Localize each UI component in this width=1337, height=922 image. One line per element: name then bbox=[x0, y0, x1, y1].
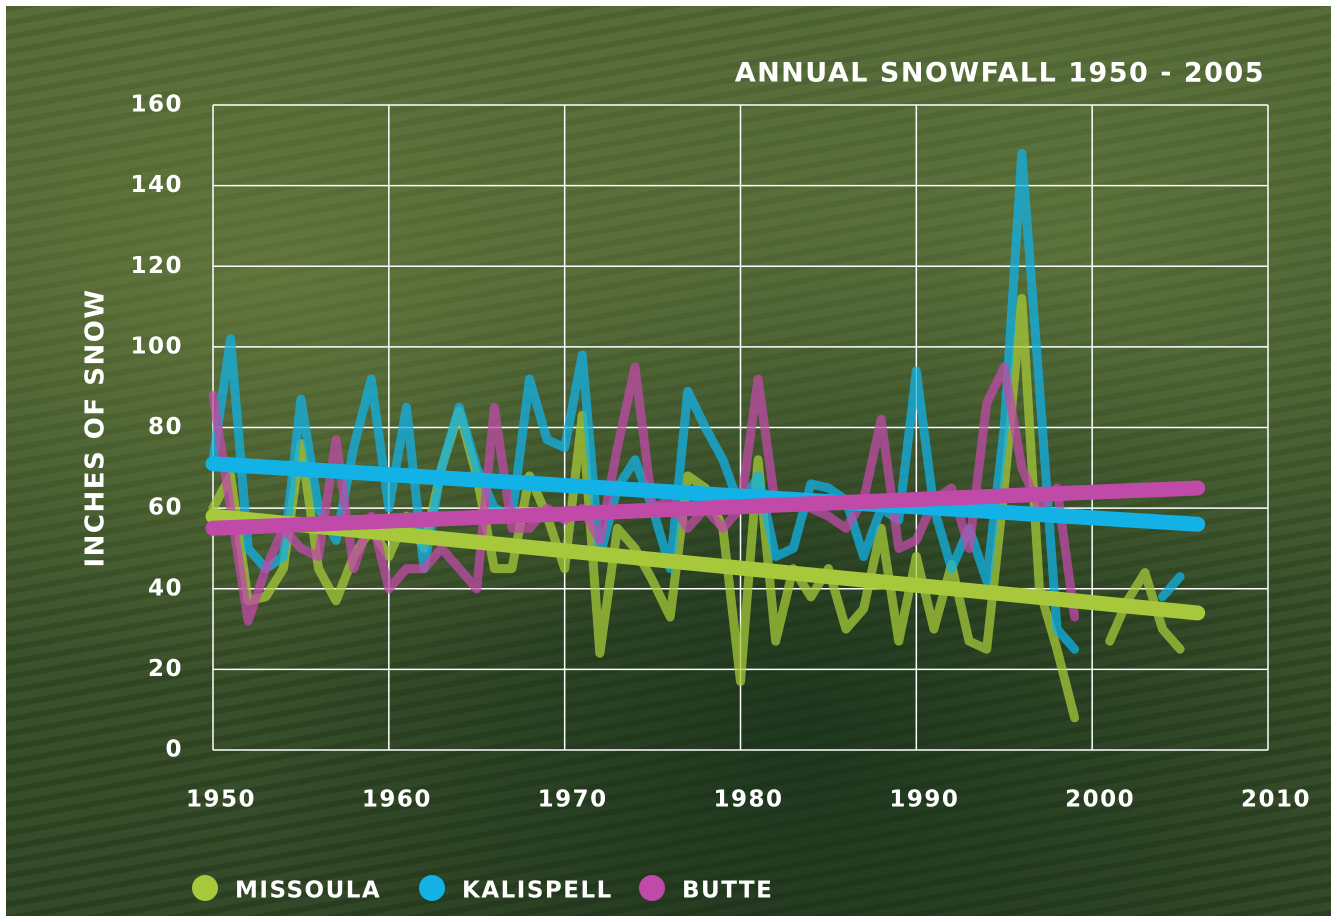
y-tick-label: 0 bbox=[165, 737, 183, 763]
y-tick-label: 80 bbox=[148, 414, 183, 440]
chart-title: ANNUAL SNOWFALL 1950 - 2005 bbox=[735, 58, 1265, 89]
y-tick-label: 20 bbox=[148, 656, 183, 682]
x-tick-label: 1980 bbox=[713, 787, 783, 813]
y-tick-label: 160 bbox=[130, 92, 183, 118]
x-tick-label: 2010 bbox=[1241, 787, 1311, 813]
y-tick-label: 40 bbox=[148, 575, 183, 601]
x-tick-label: 2000 bbox=[1065, 787, 1135, 813]
y-tick-label: 140 bbox=[130, 172, 183, 198]
y-tick-label: 100 bbox=[130, 333, 183, 359]
legend-marker bbox=[419, 875, 445, 901]
legend-marker bbox=[192, 875, 218, 901]
x-tick-label: 1960 bbox=[362, 787, 432, 813]
y-tick-label: 60 bbox=[148, 495, 183, 521]
legend-label: KALISPELL bbox=[462, 878, 613, 904]
x-tick-label: 1990 bbox=[889, 787, 959, 813]
y-tick-label: 120 bbox=[130, 253, 183, 279]
x-tick-label: 1970 bbox=[538, 787, 608, 813]
legend-label: MISSOULA bbox=[235, 878, 381, 904]
y-axis-label: INCHES OF SNOW bbox=[81, 289, 111, 568]
chart: ANNUAL SNOWFALL 1950 - 2005 INCHES OF SN… bbox=[0, 0, 1337, 922]
legend-label: BUTTE bbox=[682, 878, 773, 904]
legend-marker bbox=[639, 875, 665, 901]
x-tick-label: 1950 bbox=[186, 787, 256, 813]
